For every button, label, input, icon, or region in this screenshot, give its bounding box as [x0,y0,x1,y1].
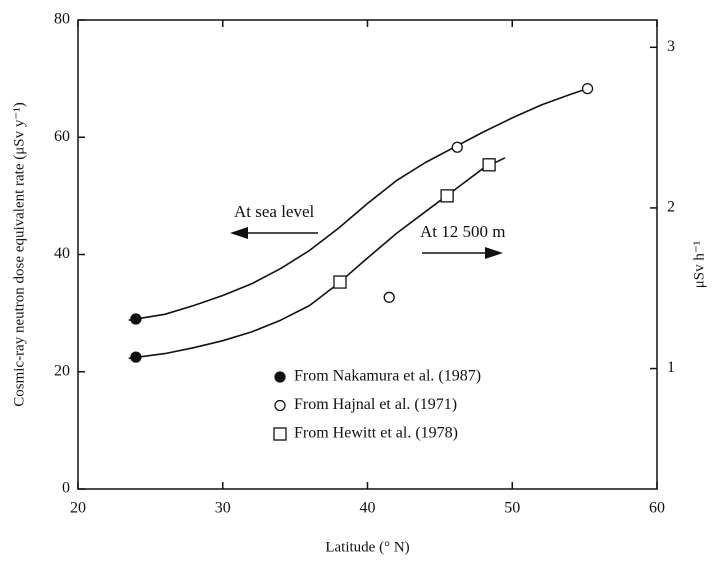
legend-label: From Hewitt et al. (1978) [294,425,458,442]
y2-tick-label: 2 [667,199,675,216]
x-tick-label: 50 [504,500,520,517]
arrowhead [485,247,503,259]
legend-label: From Hajnal et al. (1971) [294,396,457,413]
plot-frame [77,19,658,490]
y-tick-label: 0 [62,480,70,497]
legend-marker [274,371,286,383]
y2-tick-label: 3 [667,38,675,55]
x-tick-label: 20 [70,500,86,517]
y2-axis-label: μSv h⁻¹ [691,241,707,289]
curve [128,87,588,321]
y-tick-label: 20 [54,362,70,379]
annotation-arrows [230,227,503,259]
x-tick-label: 30 [215,500,231,517]
legend-marker [274,399,286,412]
legend-marker [273,427,287,441]
curve [128,157,506,360]
y-tick-label: 60 [54,128,70,145]
point [440,189,454,203]
x-axis-label: Latitude (° N) [325,539,409,555]
point [130,351,142,363]
point [130,313,142,325]
point [383,291,395,303]
point [482,158,496,172]
point [451,141,463,153]
annotation: At sea level [234,202,315,221]
arrowhead [230,227,248,239]
y2-tick-label: 1 [667,359,675,376]
annotation: At 12 500 m [420,222,505,241]
x-tick-label: 60 [649,500,665,517]
y-tick-label: 80 [54,11,70,28]
legend-label: From Nakamura et al. (1987) [294,368,481,385]
x-tick-label: 40 [360,500,376,517]
y-tick-label: 40 [54,245,70,262]
point [581,82,594,95]
y-axis-label: Cosmic-ray neutron dose equivalent rate … [11,102,27,407]
point [333,275,347,289]
